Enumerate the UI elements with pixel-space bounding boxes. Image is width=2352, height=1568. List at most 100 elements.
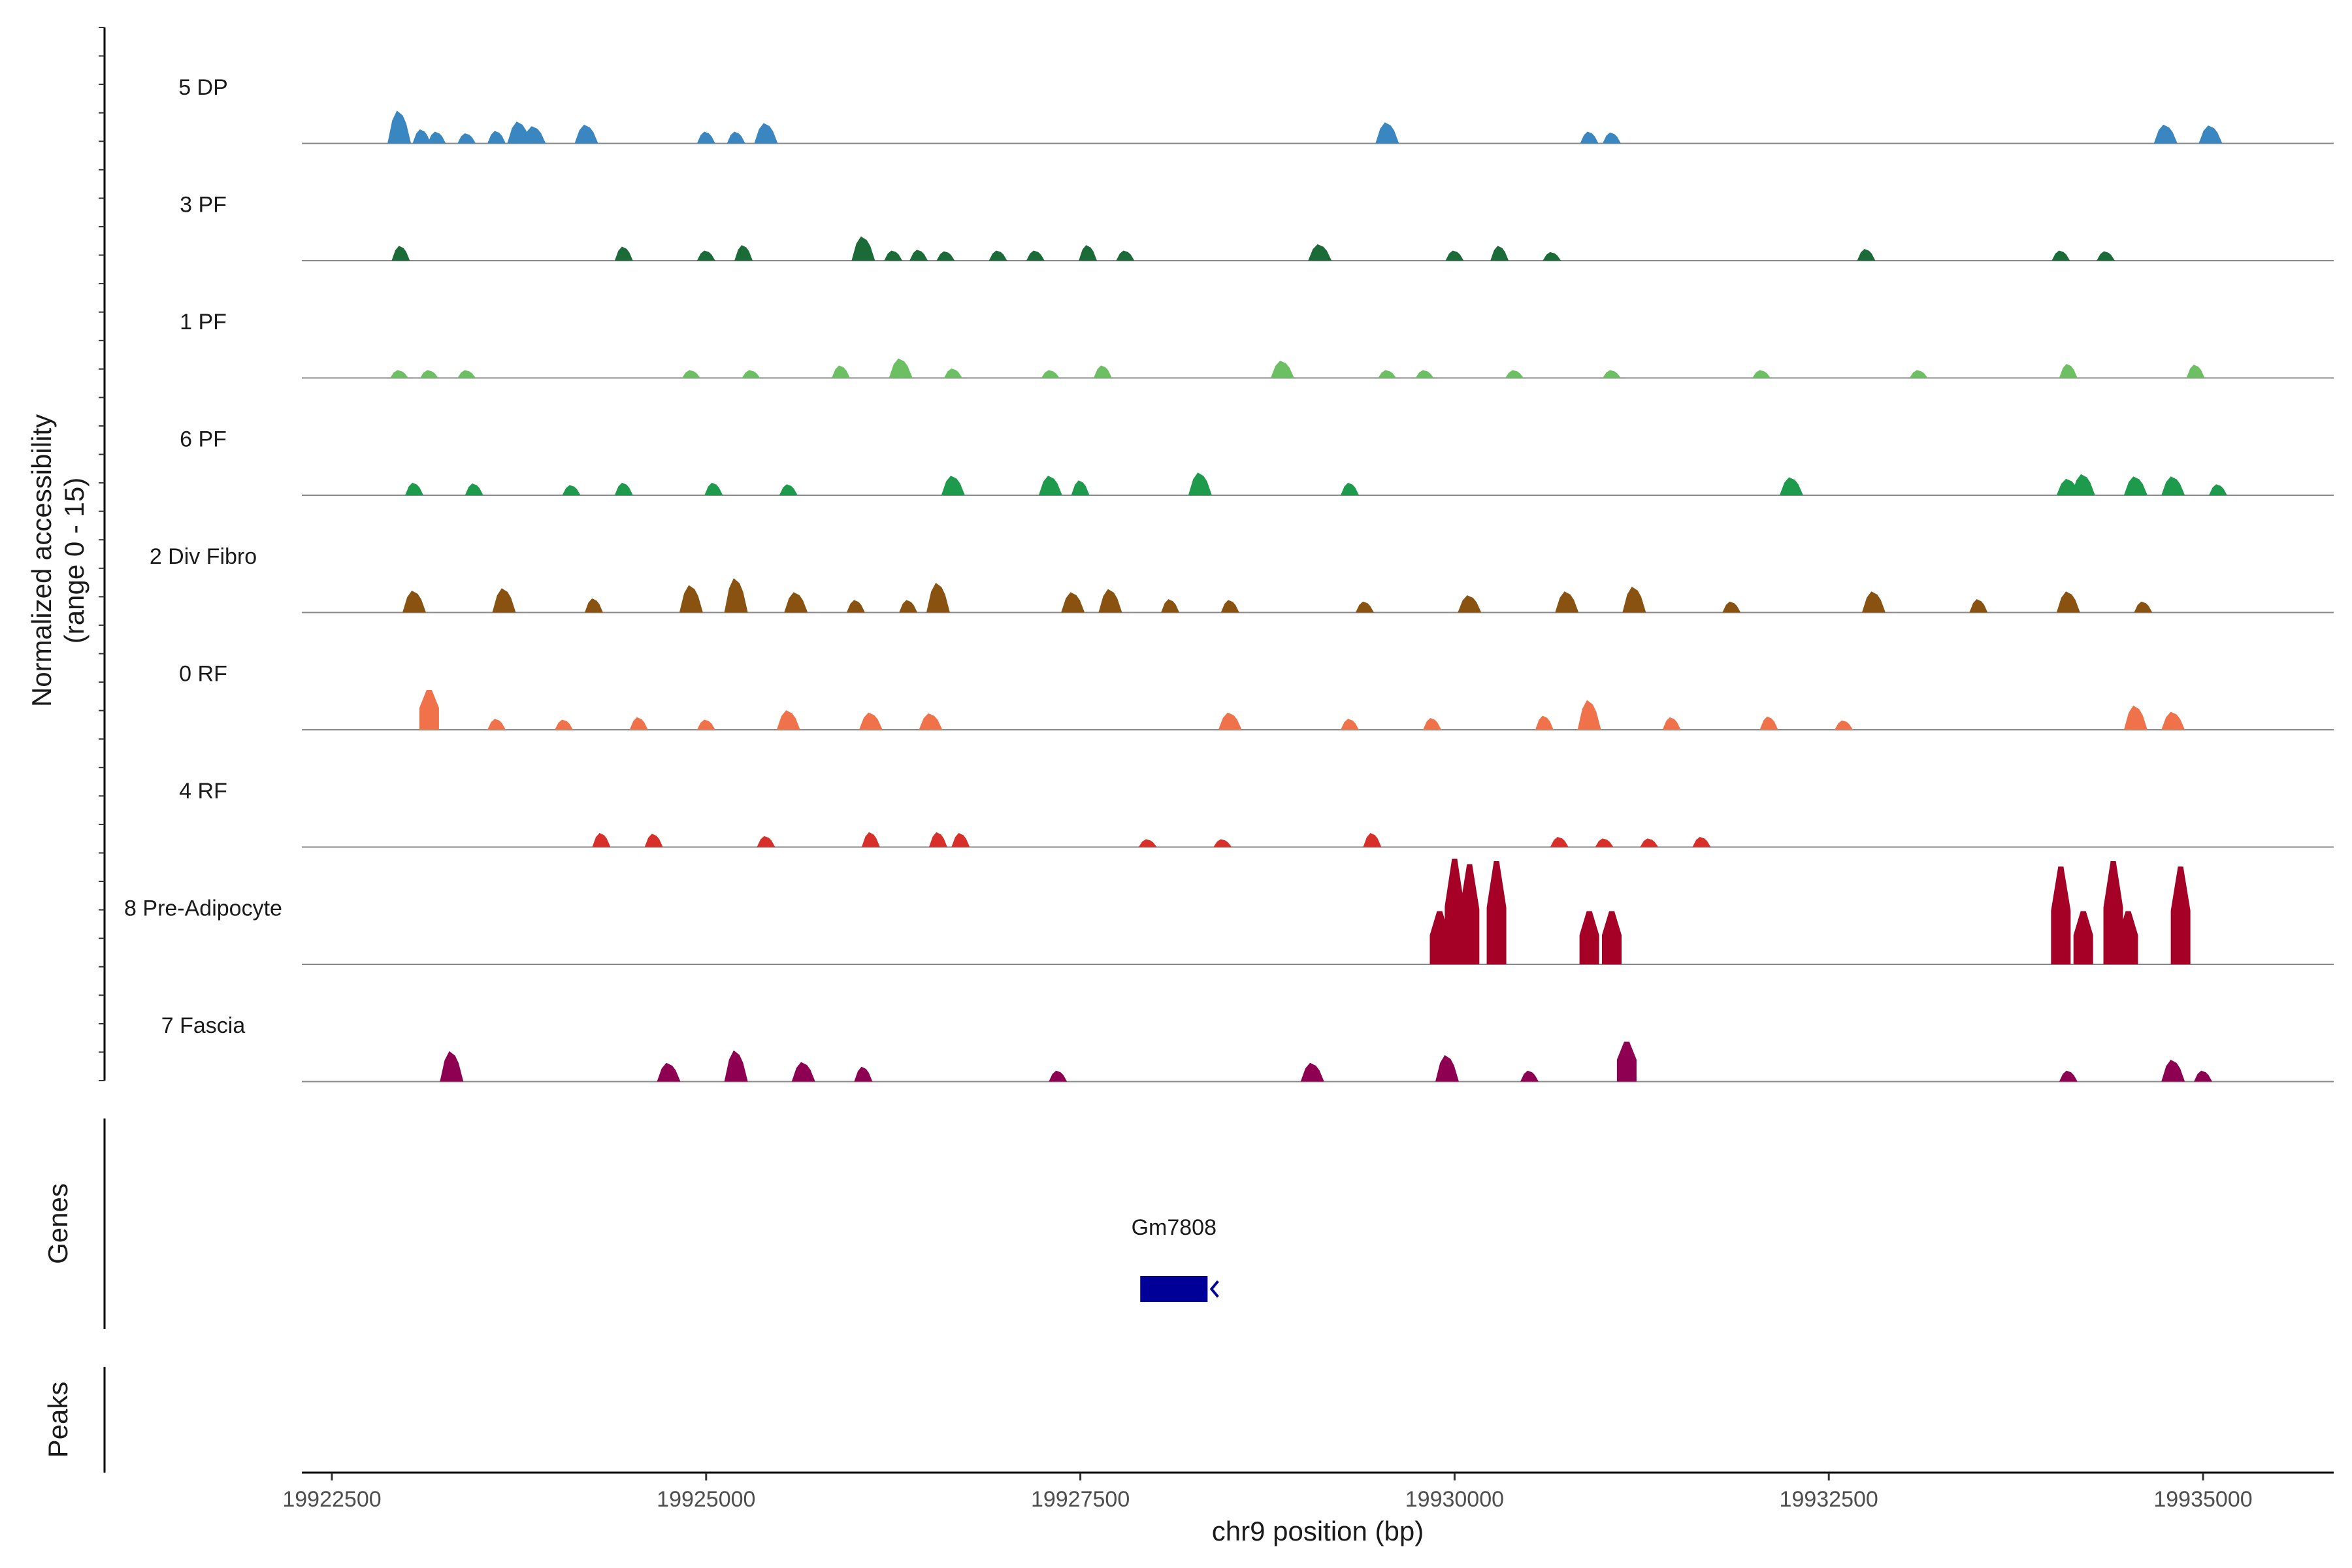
coverage-peak [1270, 361, 1294, 378]
coverage-peak [858, 712, 883, 730]
coverage-peak [1093, 365, 1112, 378]
coverage-peak [704, 482, 723, 495]
coverage-peak [1378, 370, 1397, 378]
coverage-peak [2071, 474, 2095, 495]
coverage-peak [784, 592, 808, 613]
coverage-peak [2186, 365, 2205, 378]
track-label: 6 PF [180, 427, 227, 452]
track-label: 8 Pre-Adipocyte [124, 896, 282, 921]
coverage-peak [1341, 719, 1360, 730]
coverage-peak [402, 590, 427, 613]
track-label: 5 DP [178, 75, 228, 100]
coverage-peak [1543, 252, 1561, 261]
coverage-peak [1622, 587, 1646, 613]
track-label: 0 RF [179, 662, 227, 687]
track-4-rf: 4 RF [179, 779, 2334, 848]
coverage-peak [2097, 251, 2115, 261]
coverage-peak [943, 368, 962, 378]
coverage-peak [1041, 370, 1060, 378]
track-label: 3 PF [180, 193, 227, 218]
coverage-peak [884, 250, 903, 261]
coverage-peak [1188, 472, 1212, 495]
coverage-peak [919, 713, 943, 730]
coverage-peak [1375, 122, 1399, 144]
coverage-peak [1835, 720, 1854, 730]
coverage-peak [779, 484, 798, 495]
coverage-peak [1445, 250, 1464, 261]
coverage-peak [1779, 477, 1803, 495]
coverage-peak [1601, 911, 1622, 964]
coverage-peak [2123, 705, 2148, 730]
coverage-peak [2198, 125, 2223, 144]
coverage-peak [1759, 716, 1778, 730]
coverage-peak [2118, 911, 2138, 964]
coverage-peak [1026, 250, 1045, 261]
coverage-peak [2059, 363, 2078, 378]
coverage-peak [2161, 476, 2185, 495]
coverage-peak [522, 126, 546, 144]
coverage-peak [1435, 1054, 1459, 1082]
coverage-peak [1722, 601, 1741, 613]
coverage-peak [2161, 711, 2185, 730]
coverage-peak [724, 578, 748, 613]
coverage-peak [1969, 599, 1988, 613]
coverage-peak [861, 832, 880, 847]
coverage-peak [1580, 131, 1599, 144]
x-axis: 19922500 19925000 19927500 19930000 19932500… [282, 1471, 2334, 1512]
coverage-peak [1038, 476, 1062, 495]
coverage-peak [1692, 836, 1711, 847]
coverage-peak [1861, 591, 1886, 613]
coverage-peak [1577, 700, 1601, 730]
coverage-peak [2208, 484, 2227, 495]
coverage-peak [427, 131, 446, 144]
coverage-peak [1602, 370, 1621, 378]
coverage-peak [614, 482, 633, 495]
coverage-peak [1363, 832, 1382, 847]
coverage-peak [2103, 861, 2123, 964]
coverage-peak [629, 717, 648, 730]
coverage-peak [1423, 718, 1442, 730]
track-label: 1 PF [180, 310, 227, 335]
coverage-peak [854, 1066, 873, 1082]
coverage-peak [2134, 601, 2153, 613]
x-axis-title: chr9 position (bp) [1212, 1516, 1424, 1546]
coverage-peak [1161, 599, 1180, 613]
coverage-peak [851, 236, 875, 261]
coverage-peak [679, 585, 703, 613]
coverage-peak [1445, 858, 1465, 964]
coverage-peak [928, 832, 947, 847]
coverage-peak [696, 250, 715, 261]
coverage-peak [1857, 249, 1876, 261]
coverage-peak [727, 131, 745, 144]
coverage-peak [1116, 250, 1135, 261]
coverage-peak [757, 836, 776, 847]
coverage-peak [1098, 589, 1122, 613]
coverage-peak [926, 583, 950, 613]
coverage-peak [1752, 370, 1771, 378]
coverage-peak [1218, 712, 1242, 730]
coverage-peak [889, 358, 913, 378]
coverage-peak [941, 476, 965, 495]
track-label: 4 RF [179, 779, 227, 804]
track-8-pre-adipocyte: 8 Pre-Adipocyte [124, 858, 2334, 965]
track-1-pf: 1 PF [180, 310, 2334, 379]
coverage-peak [1355, 601, 1374, 613]
y-axis-title: Normalized accessibility [26, 414, 57, 707]
coverage-peak [2123, 476, 2148, 495]
coverage-peak [742, 370, 760, 378]
coverage-peak [1429, 911, 1450, 964]
coverage-peak [776, 710, 800, 730]
coverage-peak [487, 719, 506, 730]
coverage-peak [1220, 600, 1239, 613]
coverage-peak [1415, 370, 1434, 378]
coverage-peak [492, 588, 516, 613]
coverage-peak [1486, 861, 1507, 964]
gene-body [1140, 1276, 1208, 1302]
coverage-peak [2194, 1070, 2212, 1082]
coverage-peak [1341, 482, 1360, 495]
coverage-peak [1579, 911, 1599, 964]
gene-strand-arrow [1209, 1280, 1219, 1298]
coverage-peak [724, 1050, 748, 1082]
